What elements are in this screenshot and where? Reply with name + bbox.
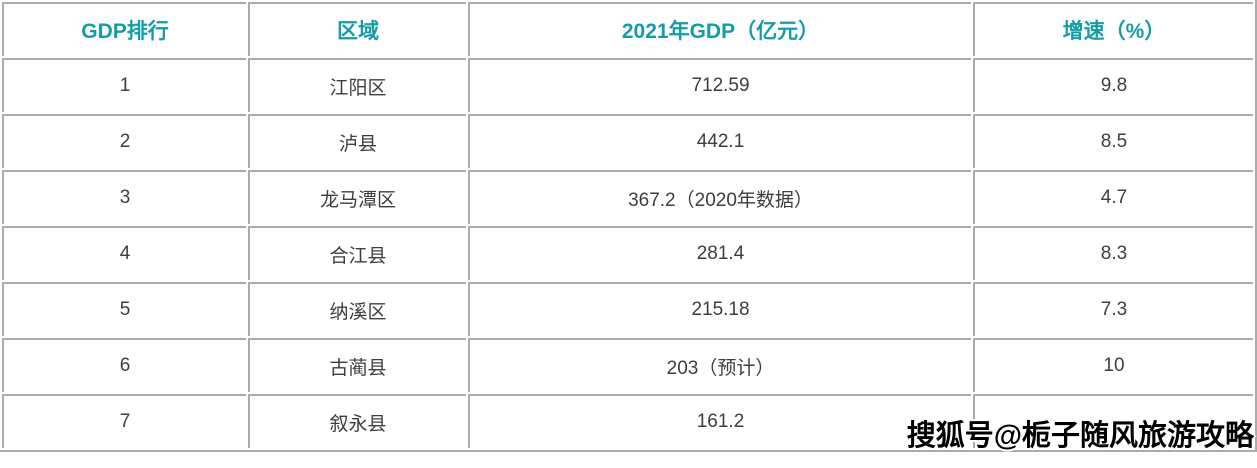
- table-cell: 纳溪区: [248, 282, 466, 336]
- table-cell: 281.4: [468, 226, 971, 280]
- table-cell: 9.8: [973, 58, 1253, 112]
- column-header-rank: GDP排行: [2, 2, 246, 56]
- table-cell: 1: [2, 58, 246, 112]
- table-cell: 3: [2, 170, 246, 224]
- table-cell: 4: [2, 226, 246, 280]
- table-cell: 泸县: [248, 114, 466, 168]
- table-row: 4 合江县 281.4 8.3: [2, 226, 1253, 280]
- table-cell: 712.59: [468, 58, 971, 112]
- table-row: 3 龙马潭区 367.2（2020年数据） 4.7: [2, 170, 1253, 224]
- table-cell: 8.5: [973, 114, 1253, 168]
- table-cell: 龙马潭区: [248, 170, 466, 224]
- table-cell: 215.18: [468, 282, 971, 336]
- table-cell: 叙永县: [248, 394, 466, 448]
- table-row: 5 纳溪区 215.18 7.3: [2, 282, 1253, 336]
- gdp-ranking-table: GDP排行 区域 2021年GDP（亿元） 增速（%） 1 江阳区 712.59 9.…: [0, 0, 1257, 452]
- table-header-row: GDP排行 区域 2021年GDP（亿元） 增速（%）: [2, 2, 1253, 56]
- table-cell: 161.2: [468, 394, 971, 448]
- table-cell: 古蔺县: [248, 338, 466, 392]
- table-cell: [973, 394, 1253, 448]
- table-cell: 江阳区: [248, 58, 466, 112]
- table-row: 1 江阳区 712.59 9.8: [2, 58, 1253, 112]
- table-cell: 合江县: [248, 226, 466, 280]
- column-header-growth: 增速（%）: [973, 2, 1253, 56]
- table-row: 6 古蔺县 203（预计） 10: [2, 338, 1253, 392]
- table-cell: 10: [973, 338, 1253, 392]
- table-cell: 5: [2, 282, 246, 336]
- table-cell: 2: [2, 114, 246, 168]
- table-cell: 4.7: [973, 170, 1253, 224]
- table-row: 7 叙永县 161.2: [2, 394, 1253, 448]
- table-body: 1 江阳区 712.59 9.8 2 泸县 442.1 8.5 3 龙马潭区 367.2（2020年…: [2, 58, 1253, 448]
- table-cell: 7.3: [973, 282, 1253, 336]
- table-cell: 6: [2, 338, 246, 392]
- table-cell: 8.3: [973, 226, 1253, 280]
- column-header-gdp: 2021年GDP（亿元）: [468, 2, 971, 56]
- table-cell: 203（预计）: [468, 338, 971, 392]
- table-cell: 442.1: [468, 114, 971, 168]
- column-header-region: 区域: [248, 2, 466, 56]
- table-cell: 7: [2, 394, 246, 448]
- table-cell: 367.2（2020年数据）: [468, 170, 971, 224]
- table-row: 2 泸县 442.1 8.5: [2, 114, 1253, 168]
